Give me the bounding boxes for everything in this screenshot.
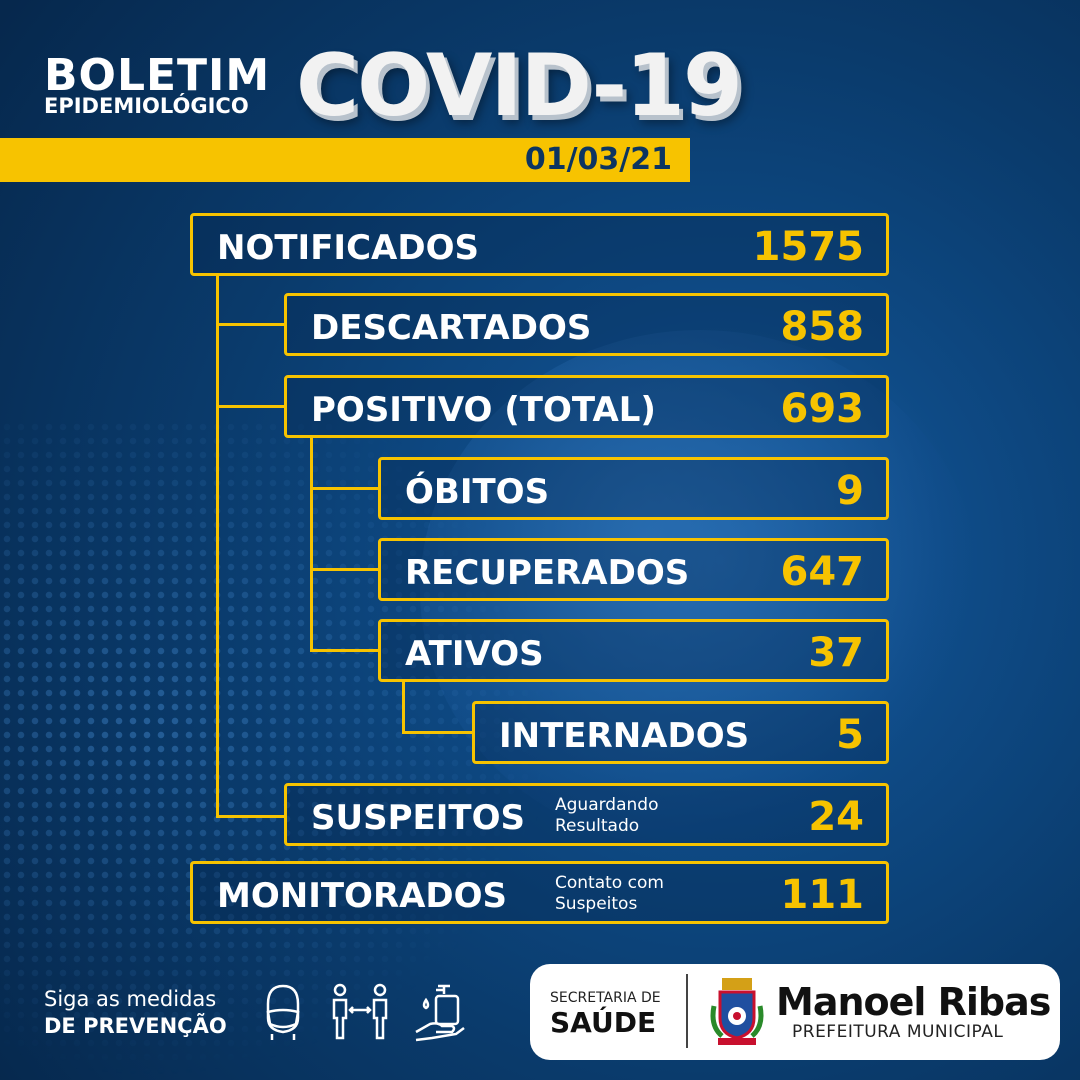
connector <box>402 731 472 734</box>
stat-label: NOTIFICADOS <box>217 228 479 268</box>
stat-value: 1575 <box>752 224 864 270</box>
title-epidemiologico: EPIDEMIOLÓGICO <box>44 94 249 118</box>
logo-panel: SECRETARIA DE SAÚDE Manoel Ribas PREFEIT… <box>530 964 1060 1060</box>
stat-value: 858 <box>780 304 865 350</box>
face-mask-icon <box>266 984 300 1040</box>
stat-internados: INTERNADOS 5 <box>472 701 889 764</box>
stat-value: 647 <box>780 549 865 595</box>
stat-label: POSITIVO (TOTAL) <box>311 390 656 430</box>
note-line: Resultado <box>555 816 640 836</box>
note-line: Contato com <box>555 873 664 893</box>
connector <box>310 437 313 652</box>
stat-value: 9 <box>836 468 864 514</box>
stat-label: INTERNADOS <box>499 716 750 756</box>
connector <box>402 681 405 734</box>
saude-label: SAÚDE <box>550 1006 657 1039</box>
hand-sanitizer-icon <box>415 984 465 1042</box>
note-line: Aguardando <box>555 795 659 815</box>
title-covid: COVID-19 <box>296 36 743 136</box>
stat-label: MONITORADOS <box>217 876 508 916</box>
stat-label: ÓBITOS <box>405 472 550 512</box>
stat-value: 37 <box>808 630 864 676</box>
stat-monitorados: MONITORADOS Contato com Suspeitos 111 <box>190 861 889 924</box>
prevention-icons <box>258 982 468 1042</box>
secretaria-label: SECRETARIA DE <box>550 990 661 1006</box>
connector <box>310 649 378 652</box>
connector <box>216 276 219 818</box>
stat-value: 693 <box>780 386 865 432</box>
stat-ativos: ATIVOS 37 <box>378 619 889 682</box>
prevention-line2: DE PREVENÇÃO <box>44 1014 227 1038</box>
connector <box>310 487 378 490</box>
stat-notificados: NOTIFICADOS 1575 <box>190 213 889 276</box>
stat-positivo: POSITIVO (TOTAL) 693 <box>284 375 889 438</box>
date-bar: 01/03/21 <box>0 138 690 182</box>
note-line: Suspeitos <box>555 894 638 914</box>
stat-value: 24 <box>808 794 864 840</box>
city-coat-of-arms-icon <box>710 978 764 1045</box>
stat-note: Contato com Suspeitos <box>555 873 664 915</box>
stat-suspeitos: SUSPEITOS Aguardando Resultado 24 <box>284 783 889 846</box>
stat-note: Aguardando Resultado <box>555 795 658 837</box>
stat-label: ATIVOS <box>405 634 544 674</box>
connector <box>216 323 284 326</box>
title-boletim: BOLETIM <box>44 50 271 101</box>
stat-obitos: ÓBITOS 9 <box>378 457 889 520</box>
city-name: Manoel Ribas <box>776 980 1051 1024</box>
prevention-line1: Siga as medidas <box>44 987 217 1011</box>
stat-recuperados: RECUPERADOS 647 <box>378 538 889 601</box>
stat-label: RECUPERADOS <box>405 553 690 593</box>
connector <box>310 568 378 571</box>
divider <box>686 974 688 1048</box>
city-subtitle: PREFEITURA MUNICIPAL <box>792 1022 1004 1042</box>
stat-value: 111 <box>780 872 865 918</box>
stat-descartados: DESCARTADOS 858 <box>284 293 889 356</box>
stat-label: SUSPEITOS <box>311 798 525 838</box>
connector <box>216 405 284 408</box>
stat-label: DESCARTADOS <box>311 308 592 348</box>
social-distance-icon <box>332 983 388 1040</box>
date: 01/03/21 <box>524 142 672 177</box>
dot-pattern <box>0 420 560 1080</box>
connector <box>216 815 284 818</box>
stat-value: 5 <box>836 712 864 758</box>
prevention-text: Siga as medidas DE PREVENÇÃO <box>44 986 227 1040</box>
